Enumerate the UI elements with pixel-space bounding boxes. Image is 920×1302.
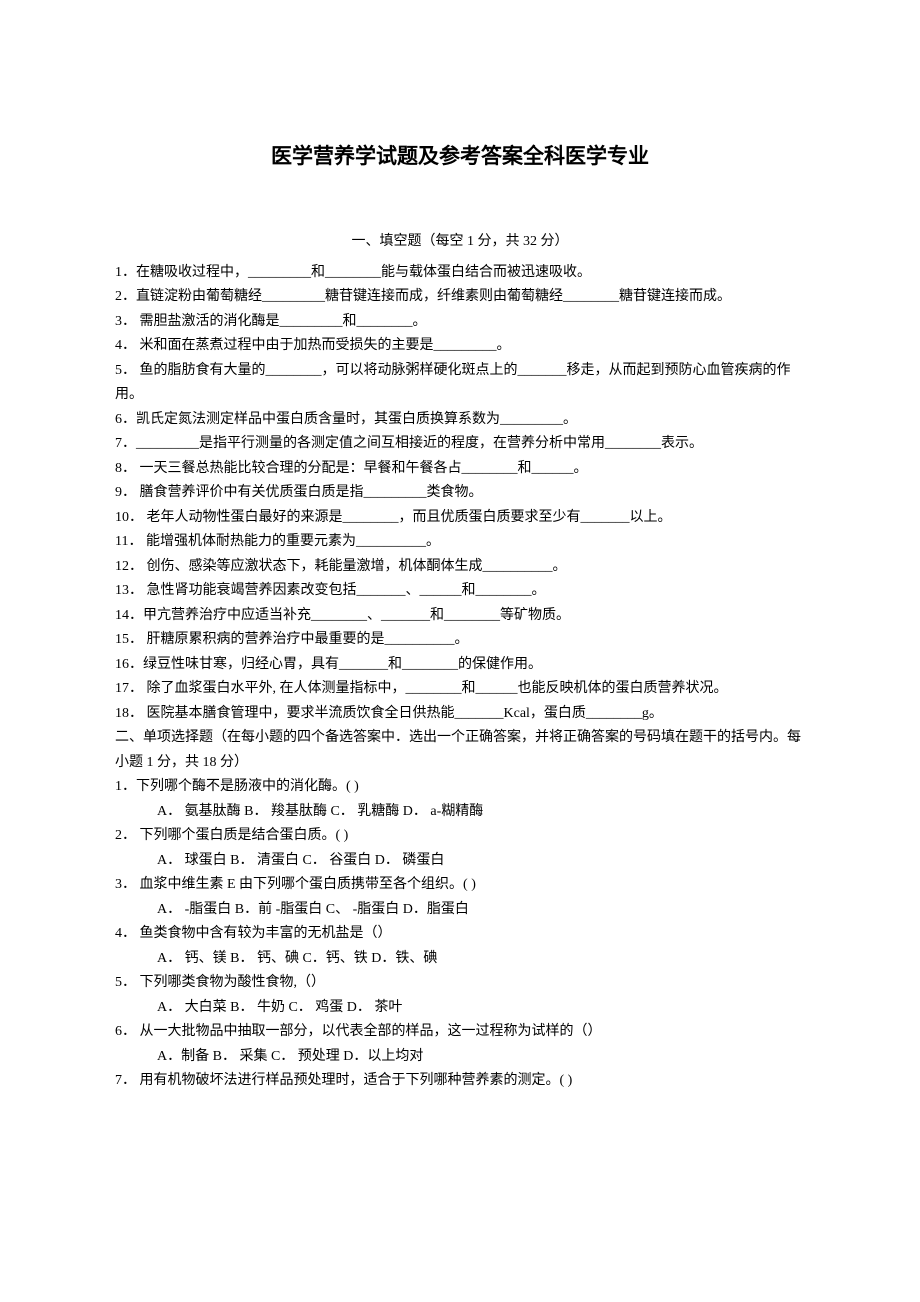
mc-q7-text: 7． 用有机物破坏法进行样品预处理时，适合于下列哪种营养素的测定。( ) xyxy=(115,1069,805,1094)
fill-blank-q13: 13． 急性肾功能衰竭营养因素改变包括_______、______和______… xyxy=(115,579,805,604)
fill-blank-q12: 12． 创伤、感染等应激状态下，耗能量激增，机体酮体生成__________。 xyxy=(115,555,805,580)
fill-blank-q9: 9． 膳食营养评价中有关优质蛋白质是指_________类食物。 xyxy=(115,481,805,506)
fill-blank-q18: 18． 医院基本膳食管理中，要求半流质饮食全日供热能_______Kcal，蛋白… xyxy=(115,702,805,727)
mc-q5-options: A． 大白菜 B． 牛奶 C． 鸡蛋 D． 茶叶 xyxy=(115,996,805,1021)
mc-q4-options: A． 钙、镁 B． 钙、碘 C．钙、铁 D．铁、碘 xyxy=(115,947,805,972)
section2-header: 二、单项选择题（在每小题的四个备选答案中．选出一个正确答案，并将正确答案的号码填… xyxy=(115,726,805,775)
fill-blank-q11: 11． 能增强机体耐热能力的重要元素为__________。 xyxy=(115,530,805,555)
fill-blank-q15: 15． 肝糖原累积病的营养治疗中最重要的是__________。 xyxy=(115,628,805,653)
mc-q4-text: 4． 鱼类食物中含有较为丰富的无机盐是（） xyxy=(115,922,805,947)
mc-q2-text: 2． 下列哪个蛋白质是结合蛋白质。( ) xyxy=(115,824,805,849)
fill-blank-q1: 1．在糖吸收过程中，_________和________能与载体蛋白结合而被迅速… xyxy=(115,261,805,286)
fill-blank-q3: 3． 需胆盐激活的消化酶是_________和________。 xyxy=(115,310,805,335)
fill-blank-q14: 14．甲亢营养治疗中应适当补充________、_______和________… xyxy=(115,604,805,629)
content-area: 一、填空题（每空 1 分，共 32 分） 1．在糖吸收过程中，_________… xyxy=(115,230,805,1094)
fill-blank-q17: 17． 除了血浆蛋白水平外, 在人体测量指标中，________和______也… xyxy=(115,677,805,702)
mc-q5-text: 5． 下列哪类食物为酸性食物,（） xyxy=(115,971,805,996)
mc-q2-options: A． 球蛋白 B． 清蛋白 C． 谷蛋白 D． 磷蛋白 xyxy=(115,849,805,874)
page-title: 医学营养学试题及参考答案全科医学专业 xyxy=(115,140,805,170)
mc-q1-options: A． 氨基肽酶 B． 羧基肽酶 C． 乳糖酶 D． a-糊精酶 xyxy=(115,800,805,825)
fill-blank-q5: 5． 鱼的脂肪食有大量的________，可以将动脉粥样硬化斑点上的______… xyxy=(115,359,805,408)
mc-q6-options: A．制备 B． 采集 C． 预处理 D．以上均对 xyxy=(115,1045,805,1070)
fill-blank-q6: 6．凯氏定氮法测定样品中蛋白质含量时，其蛋白质换算系数为_________。 xyxy=(115,408,805,433)
fill-blank-q8: 8． 一天三餐总热能比较合理的分配是：早餐和午餐各占________和_____… xyxy=(115,457,805,482)
mc-q6-text: 6． 从一大批物品中抽取一部分，以代表全部的样品，这一过程称为试样的（） xyxy=(115,1020,805,1045)
fill-blank-q7: 7．_________是指平行测量的各测定值之间互相接近的程度，在营养分析中常用… xyxy=(115,432,805,457)
fill-blank-q2: 2．直链淀粉由葡萄糖经_________糖苷键连接而成，纤维素则由葡萄糖经___… xyxy=(115,285,805,310)
mc-q3-text: 3． 血浆中维生素 E 由下列哪个蛋白质携带至各个组织。( ) xyxy=(115,873,805,898)
mc-q1-text: 1．下列哪个酶不是肠液中的消化酶。( ) xyxy=(115,775,805,800)
section1-header: 一、填空题（每空 1 分，共 32 分） xyxy=(115,230,805,255)
fill-blank-q4: 4． 米和面在蒸煮过程中由于加热而受损失的主要是_________。 xyxy=(115,334,805,359)
fill-blank-q16: 16．绿豆性味甘寒，归经心胃，具有_______和________的保健作用。 xyxy=(115,653,805,678)
fill-blank-q10: 10． 老年人动物性蛋白最好的来源是________，而且优质蛋白质要求至少有_… xyxy=(115,506,805,531)
mc-q3-options: A． -脂蛋白 B．前 -脂蛋白 C、 -脂蛋白 D．脂蛋白 xyxy=(115,898,805,923)
